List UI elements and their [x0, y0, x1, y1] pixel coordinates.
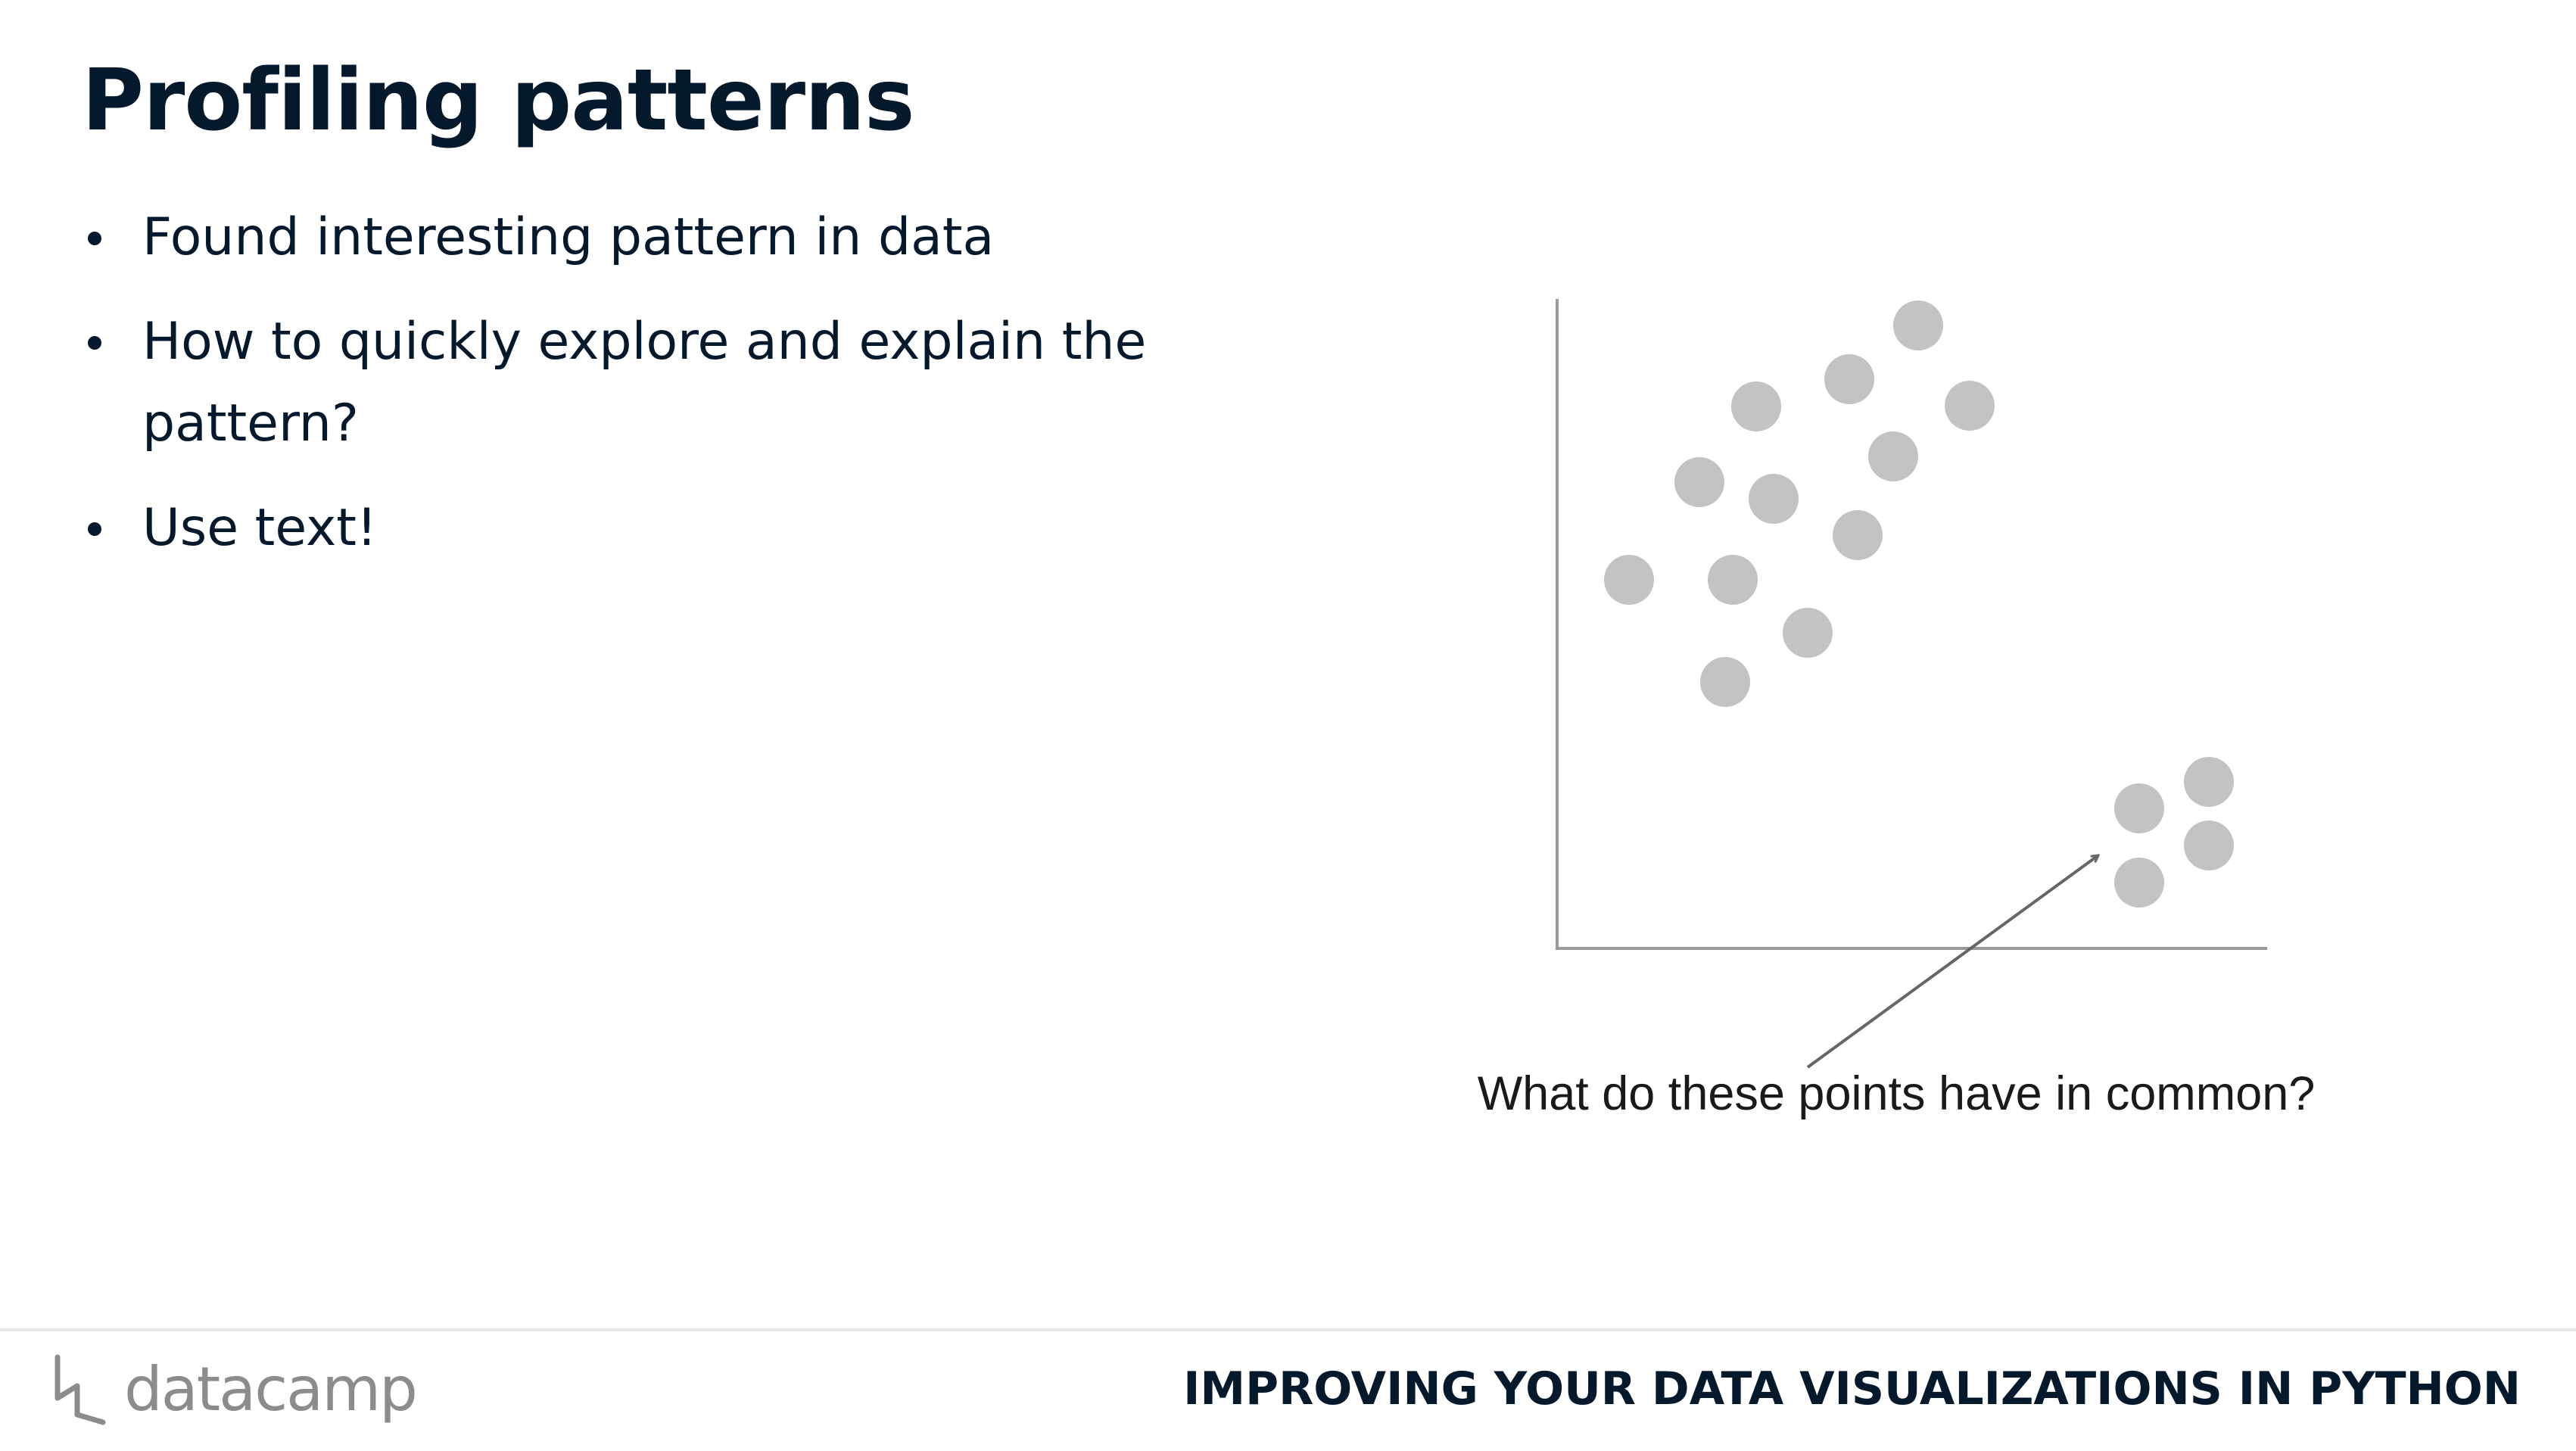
scatter-point: [1731, 381, 1781, 431]
datacamp-logo-icon: [55, 1354, 106, 1425]
main-point-cluster: [1604, 300, 1995, 707]
pattern-illustration: What do these points have in common?: [1438, 272, 2384, 1151]
outlier-point: [2184, 820, 2234, 870]
scatter-point: [1700, 657, 1750, 707]
bullet-dot-icon: [88, 336, 101, 350]
outlier-point: [2114, 783, 2164, 833]
scatter-point: [1783, 608, 1833, 658]
scatter-point: [1945, 381, 1995, 431]
scatter-point: [1833, 510, 1883, 560]
bullet-list: Found interesting pattern in data How to…: [82, 197, 1217, 592]
bullet-item: Found interesting pattern in data: [82, 197, 1217, 279]
scatter-point: [1868, 431, 1918, 481]
scatter-point: [1824, 354, 1874, 404]
bullet-item: Use text!: [82, 487, 1217, 569]
scatter-illustration-svg: What do these points have in common?: [1478, 299, 2316, 1120]
outlier-point: [2184, 757, 2234, 807]
scatter-point: [1749, 474, 1799, 524]
outlier-point-cluster: [2114, 757, 2234, 908]
annotation-arrow-icon: [1806, 855, 2098, 1069]
scatter-point: [1674, 457, 1724, 507]
scatter-point: [1708, 555, 1758, 605]
course-title: IMPROVING YOUR DATA VISUALIZATIONS IN PY…: [1183, 1362, 2521, 1415]
bullet-text: Found interesting pattern in data: [142, 207, 995, 267]
scatter-point: [1604, 555, 1654, 605]
bullet-dot-icon: [88, 232, 101, 245]
bullet-dot-icon: [88, 522, 101, 536]
slide-title: Profiling patterns: [82, 51, 914, 150]
bullet-text: Use text!: [142, 498, 378, 558]
brand-wordmark: datacamp: [124, 1353, 418, 1425]
footer-divider: [0, 1328, 2576, 1331]
annotation-text: What do these points have in common?: [1478, 1067, 2316, 1120]
brand-logo: datacamp: [53, 1347, 418, 1431]
outlier-point: [2114, 858, 2164, 908]
scatter-point: [1893, 300, 1943, 350]
bullet-text: How to quickly explore and explain the p…: [142, 312, 1147, 453]
bullet-item: How to quickly explore and explain the p…: [82, 301, 1187, 465]
